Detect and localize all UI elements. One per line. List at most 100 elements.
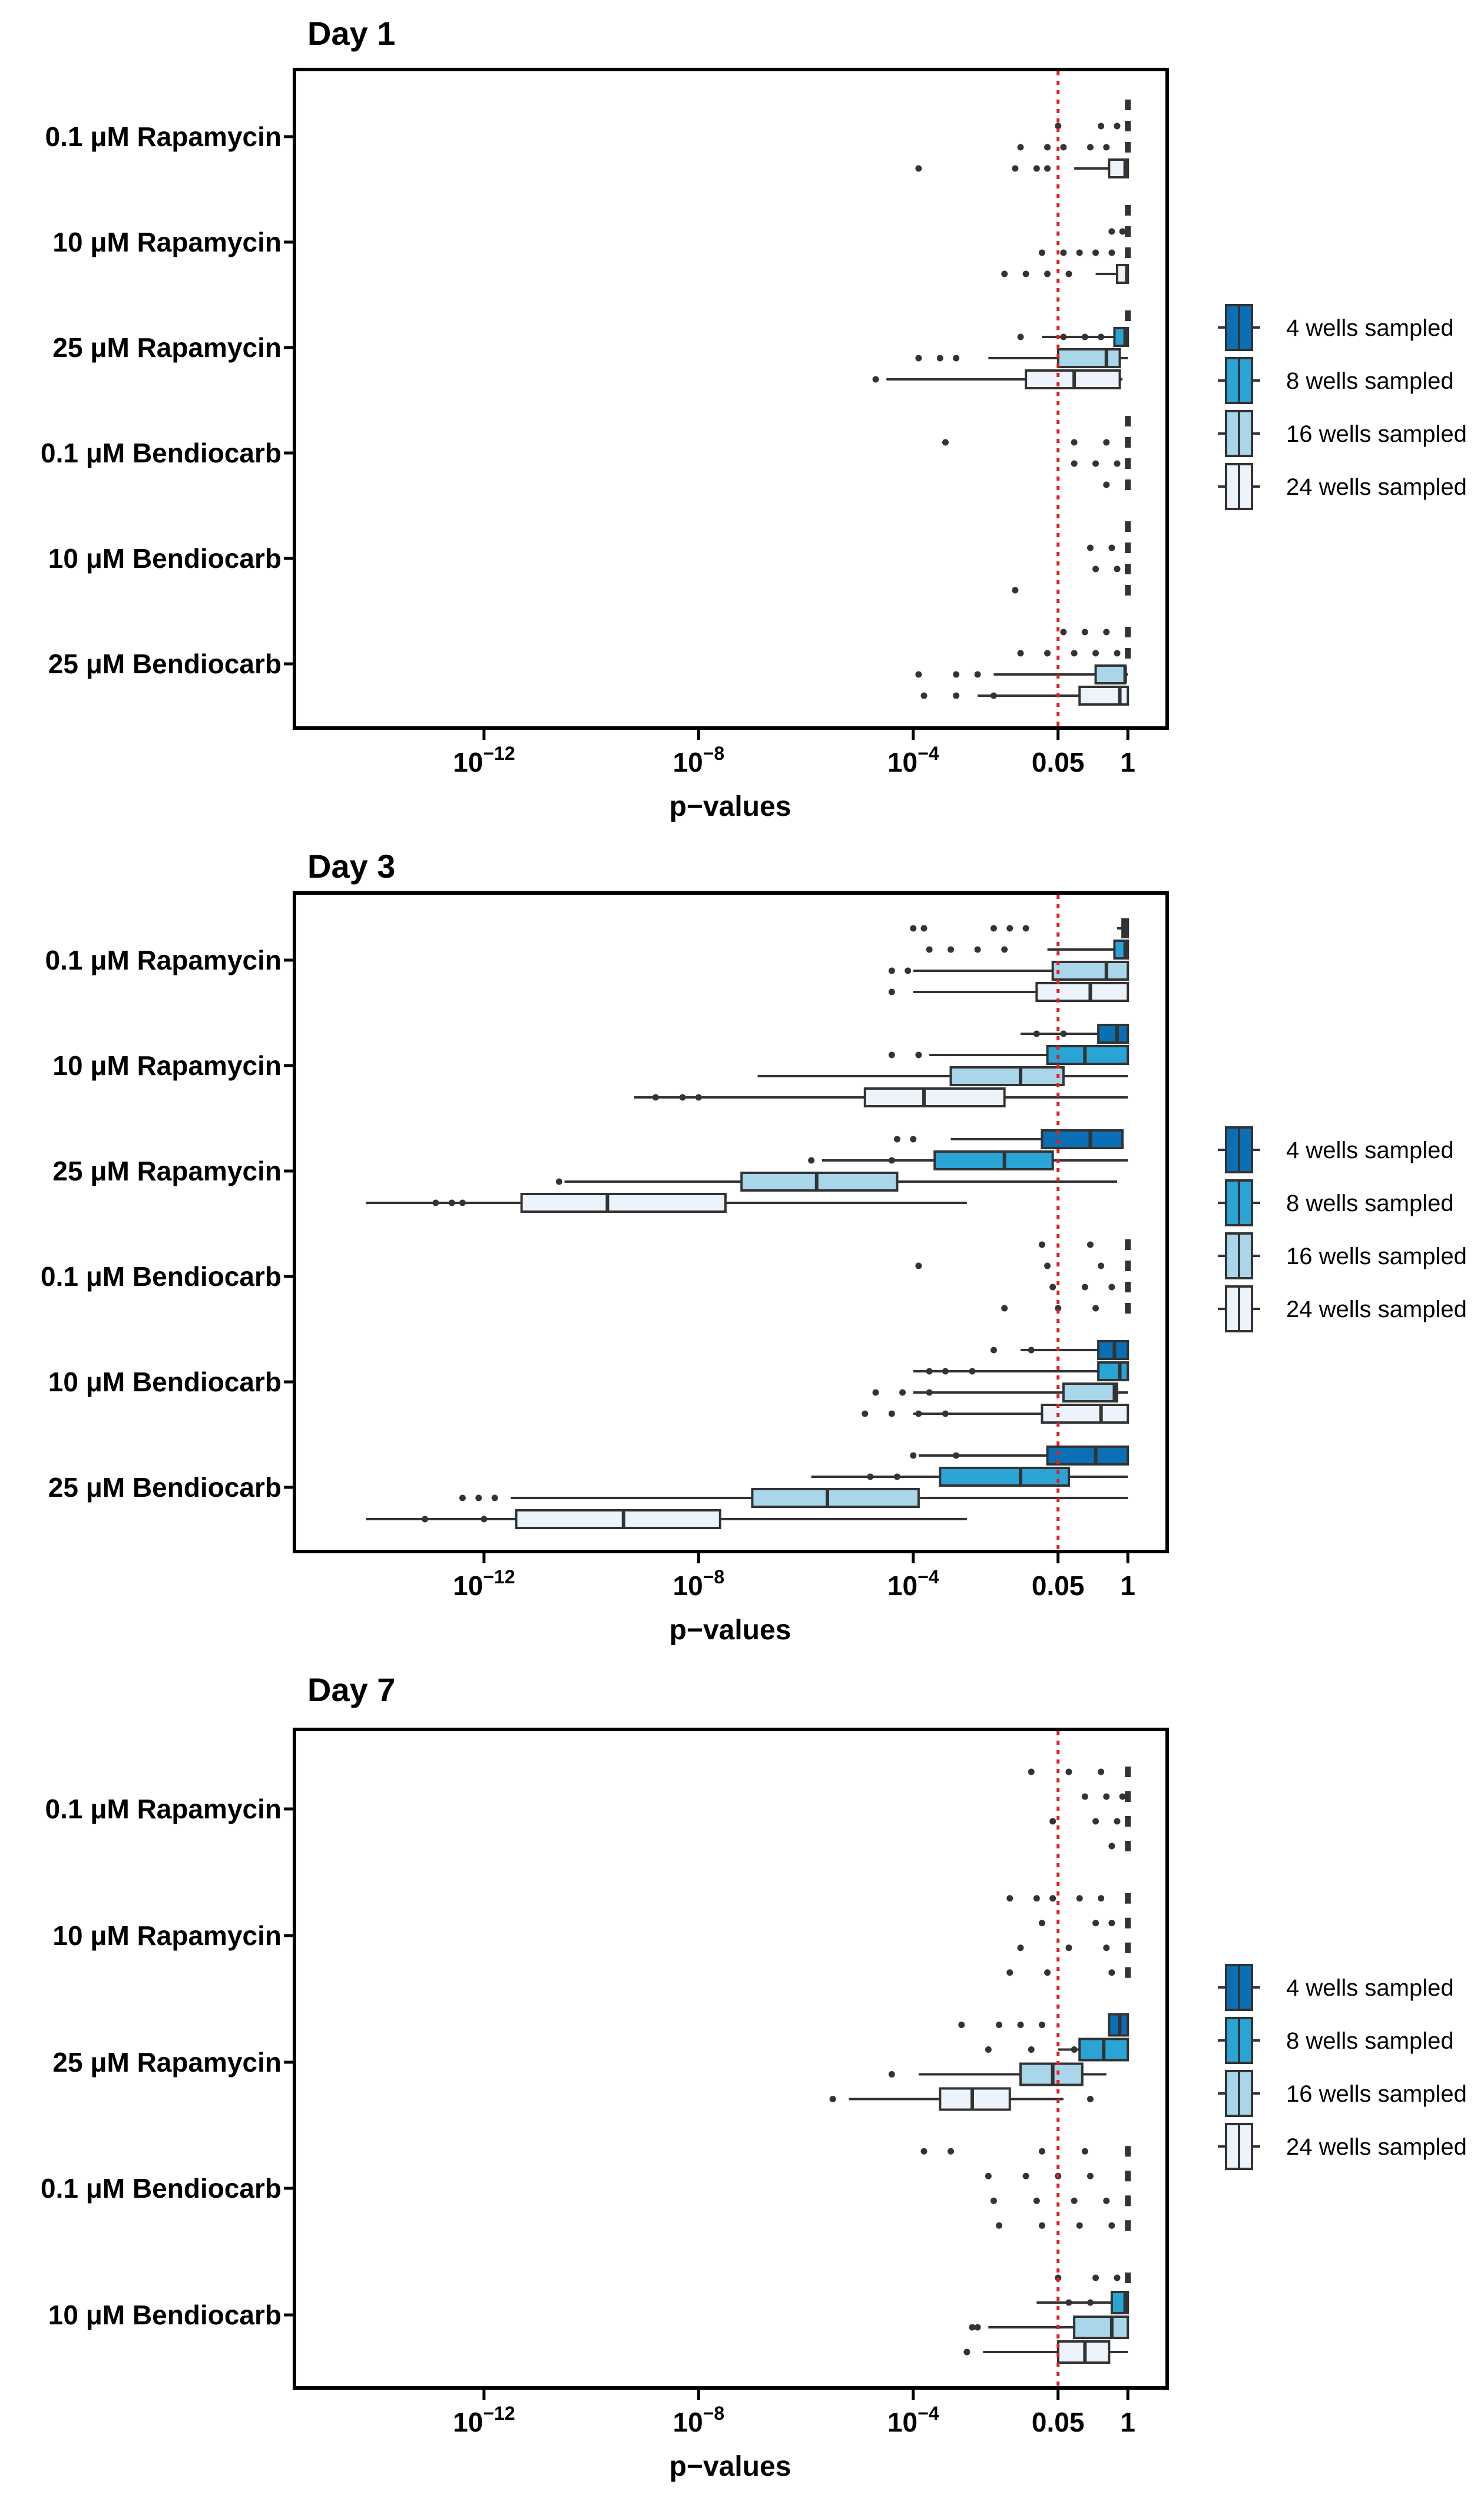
outlier-point	[889, 1052, 895, 1059]
outlier-point	[963, 2349, 970, 2356]
outlier-point	[926, 947, 933, 953]
outlier-cluster	[1125, 2273, 1131, 2283]
outlier-point	[1098, 334, 1104, 340]
outlier-point	[1001, 1305, 1008, 1312]
x-tick-base: 10	[887, 1570, 917, 1601]
x-tick: 10−8	[673, 2388, 725, 2437]
category-label: 25 μM Rapamycin	[52, 332, 281, 363]
x-tick-exponent: −12	[483, 743, 515, 764]
category-label: 25 μM Bendiocarb	[48, 1472, 281, 1503]
outlier-cluster	[1125, 1767, 1131, 1777]
outlier-point	[915, 1052, 922, 1059]
outlier-point	[1034, 166, 1040, 172]
outlier-point	[1071, 650, 1078, 657]
outlier-point	[953, 672, 959, 678]
outlier-point	[492, 1495, 498, 1501]
outlier-point	[1098, 1895, 1104, 1901]
x-tick: 10−12	[453, 728, 515, 778]
outlier-point	[1071, 2198, 1078, 2204]
outlier-cluster	[1125, 121, 1131, 131]
x-axis: 10−12 10−8 10−4 0.05 1 p−values	[453, 1552, 1135, 1646]
outlier-point	[953, 693, 959, 699]
outlier-point	[942, 439, 949, 446]
category-label: 25 μM Rapamycin	[52, 2047, 281, 2078]
outlier-point	[969, 1368, 976, 1375]
outlier-cluster	[1125, 437, 1131, 448]
outlier-point	[1001, 271, 1008, 277]
outlier-point	[1108, 229, 1115, 235]
x-tick-label: 0.05	[1032, 747, 1085, 778]
outlier-point	[1082, 1284, 1088, 1291]
outlier-point	[1071, 2046, 1078, 2053]
category-label: 0.1 μM Rapamycin	[45, 1794, 281, 1824]
outlier-point	[894, 1136, 900, 1143]
y-axis: 0.1 μM Rapamycin 10 μM Rapamycin 25 μM R…	[41, 121, 294, 679]
outlier-point	[1028, 1347, 1035, 1354]
x-tick-label: 10−12	[453, 1566, 515, 1601]
category-label: 25 μM Rapamycin	[52, 1156, 281, 1186]
category-label: 10 μM Rapamycin	[52, 1920, 281, 1951]
outlier-point	[1006, 925, 1013, 932]
outlier-point	[991, 1347, 997, 1354]
box	[522, 1194, 726, 1212]
outlier-point	[556, 1179, 562, 1185]
outlier-point	[459, 1495, 466, 1501]
outlier-cluster	[1125, 247, 1131, 258]
box	[741, 1173, 897, 1190]
outlier-point	[1044, 1969, 1051, 1976]
box	[940, 1468, 1069, 1486]
outlier-point	[1039, 2148, 1045, 2155]
box-group-4-wells	[1125, 416, 1131, 426]
legend-label: 16 wells sampled	[1286, 421, 1467, 447]
outlier-point	[889, 989, 895, 995]
outlier-point	[1044, 650, 1051, 657]
x-tick-label: 10−8	[673, 1566, 725, 1601]
outlier-point	[1044, 1263, 1051, 1269]
x-tick-base: 10	[673, 747, 703, 778]
outlier-cluster	[1125, 2220, 1131, 2231]
panel-day-7: Day 7 0.1 μM Rapamycin 10 μM Rapamycin 2…	[41, 1671, 1467, 2482]
outlier-point	[1092, 1305, 1099, 1312]
box	[752, 1489, 918, 1507]
outlier-point	[948, 947, 954, 953]
outlier-point	[1039, 2022, 1045, 2028]
x-tick-base: 0.05	[1032, 747, 1085, 778]
outlier-point	[1018, 1944, 1024, 1951]
box	[865, 1089, 1005, 1106]
outlier-cluster	[1125, 1943, 1131, 1953]
outlier-point	[1108, 1843, 1115, 1850]
outlier-point	[991, 925, 997, 932]
panel-title: Day 3	[307, 848, 395, 885]
outlier-point	[915, 355, 922, 362]
legend: 4 wells sampled 8 wells sampled 16 wells…	[1218, 1965, 1467, 2169]
outlier-point	[1039, 250, 1045, 256]
box	[1042, 1130, 1122, 1148]
outlier-point	[1012, 166, 1018, 172]
outlier-point	[889, 968, 895, 974]
x-tick-base: 10	[673, 2407, 703, 2437]
x-tick-exponent: −8	[703, 743, 724, 764]
outlier-point	[985, 2046, 992, 2053]
outlier-point	[915, 166, 922, 172]
outlier-point	[937, 355, 943, 362]
outlier-point	[889, 2071, 895, 2078]
panel-day-1: Day 1 0.1 μM Rapamycin 10 μM Rapamycin 2…	[41, 15, 1467, 822]
outlier-cluster	[1125, 2171, 1131, 2181]
box-group-4-wells	[1125, 205, 1131, 216]
outlier-point	[1087, 2300, 1094, 2306]
outlier-point	[1119, 1794, 1126, 1800]
outlier-point	[1103, 144, 1109, 151]
legend-item-16-wells: 16 wells sampled	[1218, 411, 1467, 456]
box	[1074, 2317, 1128, 2338]
outlier-point	[1108, 545, 1115, 551]
outlier-point	[1049, 1818, 1056, 1825]
outlier-point	[449, 1200, 455, 1206]
outlier-point	[1023, 2173, 1029, 2179]
outlier-point	[1060, 334, 1066, 340]
outlier-point	[1060, 629, 1066, 636]
outlier-cluster	[1125, 205, 1131, 216]
outlier-point	[953, 355, 959, 362]
outlier-cluster	[1125, 1791, 1131, 1802]
outlier-point	[1039, 1920, 1045, 1926]
outlier-point	[926, 1390, 933, 1396]
